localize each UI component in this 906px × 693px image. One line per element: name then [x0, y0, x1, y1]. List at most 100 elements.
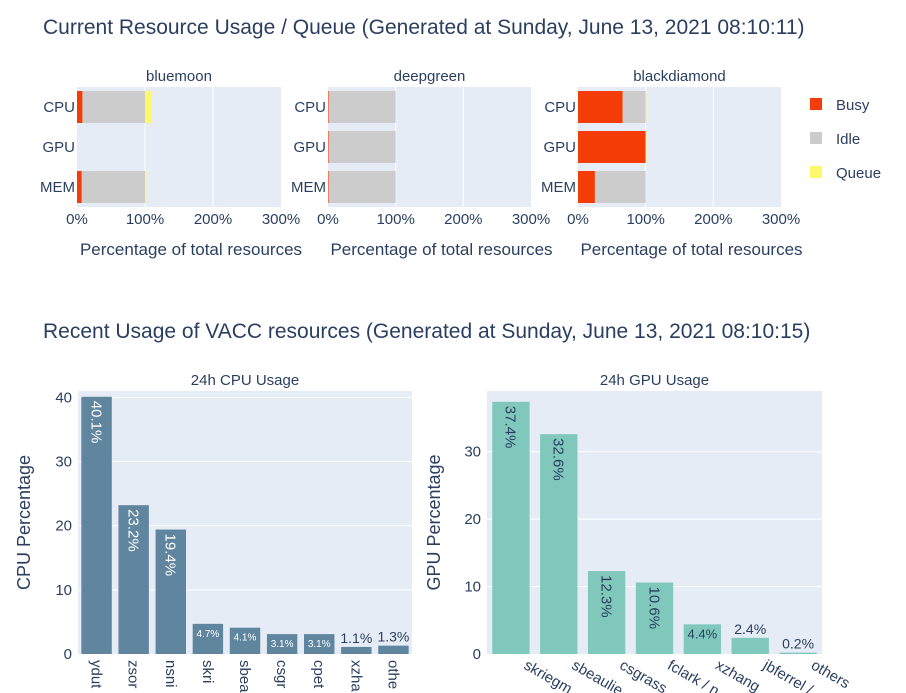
- bar-skriegm: [492, 401, 530, 654]
- x-tick-label: 0%: [317, 211, 339, 228]
- y-tick-label: 30: [55, 454, 72, 471]
- y-tick-label: 0: [64, 646, 72, 663]
- category-label: GPU: [543, 139, 576, 156]
- bar-sbea: [229, 627, 261, 654]
- data-label: 3.1%: [271, 639, 294, 650]
- x-tick-label: 100%: [376, 211, 414, 228]
- data-label: 4.1%: [234, 633, 257, 644]
- bar-csgrass: [587, 571, 626, 654]
- subplot-title: bluemoon: [146, 68, 212, 85]
- x-tick-label: 300%: [762, 211, 800, 228]
- y-tick-label: 20: [464, 511, 481, 528]
- subplot-title: 24h CPU Usage: [191, 372, 299, 389]
- bar-idle-mem: [328, 171, 396, 203]
- bar-idle-cpu: [622, 91, 646, 123]
- bar-fclark-n: [635, 582, 674, 654]
- bar-skri: [192, 623, 224, 654]
- bar-zsor: [118, 505, 149, 654]
- x-tick-label: 200%: [694, 211, 732, 228]
- data-label: 12.3%: [597, 575, 614, 618]
- bar-busy-gpu: [328, 131, 329, 163]
- data-label: 2.4%: [734, 621, 766, 637]
- x-tick-label: 300%: [262, 211, 300, 228]
- x-tick-label: fclark / n: [665, 657, 723, 693]
- resource-usage-title: Current Resource Usage / Queue (Generate…: [43, 16, 805, 39]
- category-label: MEM: [541, 179, 576, 196]
- x-tick-label: others: [808, 657, 853, 693]
- x-tick-label: 100%: [626, 211, 664, 228]
- subplot-title: deepgreen: [394, 68, 466, 85]
- bar-busy-mem: [328, 171, 329, 203]
- data-label: 3.1%: [308, 639, 331, 650]
- data-label: 10.6%: [645, 587, 662, 630]
- x-tick-label: 0%: [66, 211, 88, 228]
- bar-queue-gpu: [645, 131, 647, 163]
- bar-others: [779, 652, 817, 654]
- recent-usage-title: Recent Usage of VACC resources (Generate…: [43, 320, 811, 343]
- x-tick-label: cpet: [310, 660, 327, 689]
- category-label: GPU: [293, 139, 326, 156]
- category-label: CPU: [43, 99, 75, 116]
- y-tick-label: 0: [473, 646, 481, 663]
- y-tick-label: 30: [464, 444, 481, 461]
- x-tick-label: skri: [199, 660, 216, 683]
- data-label: 37.4%: [502, 406, 519, 449]
- legend-label-queue: Queue: [836, 165, 881, 182]
- data-label: 19.4%: [162, 534, 179, 577]
- bar-busy-cpu: [328, 91, 329, 123]
- legend-label-busy: Busy: [836, 97, 870, 114]
- bar-sbeaulie: [540, 434, 578, 654]
- bar-xzha: [341, 646, 372, 654]
- category-label: CPU: [294, 99, 326, 116]
- y-tick-label: 20: [55, 518, 72, 535]
- bar-queue-mem: [145, 171, 147, 203]
- x-tick-label: 100%: [126, 211, 164, 228]
- bar-idle-cpu: [82, 91, 145, 123]
- bar-busy-mem: [77, 171, 82, 203]
- category-label: MEM: [40, 179, 75, 196]
- y-axis-label: GPU Percentage: [424, 454, 444, 590]
- legend-swatch-busy: [810, 98, 822, 110]
- x-tick-label: ydut: [88, 660, 105, 689]
- bar-idle-mem: [81, 171, 145, 203]
- bar-jbferrel-: [731, 637, 769, 654]
- bar-idle-mem: [594, 171, 646, 203]
- data-label: 0.2%: [782, 636, 814, 652]
- bar-ydut: [81, 396, 112, 654]
- y-tick-label: 40: [55, 389, 72, 406]
- x-tick-label: 200%: [444, 211, 482, 228]
- data-label: 1.1%: [340, 630, 372, 646]
- x-tick-label: skriegm: [521, 657, 575, 693]
- legend-label-idle: Idle: [836, 131, 860, 148]
- legend-swatch-idle: [810, 132, 822, 144]
- bar-idle-cpu: [328, 91, 396, 123]
- subplot-title: blackdiamond: [633, 68, 726, 85]
- x-axis-label: Percentage of total resources: [580, 240, 802, 259]
- x-axis-label: Percentage of total resources: [330, 240, 552, 259]
- bar-othe: [378, 645, 409, 654]
- bar-queue-cpu: [645, 91, 647, 123]
- data-label: 4.7%: [196, 629, 219, 640]
- bar-queue-cpu: [145, 91, 152, 123]
- bar-idle-gpu: [328, 131, 396, 163]
- x-tick-label: zsor: [125, 660, 142, 688]
- data-label: 32.6%: [550, 438, 567, 481]
- bar-nsni: [155, 529, 186, 654]
- legend-swatch-queue: [810, 166, 822, 178]
- category-label: GPU: [42, 139, 75, 156]
- x-tick-label: 0%: [567, 211, 589, 228]
- bar-busy-gpu: [578, 131, 646, 163]
- y-tick-label: 10: [55, 582, 72, 599]
- x-tick-label: sbeaulie: [569, 657, 626, 693]
- x-tick-label: sbea: [236, 660, 253, 693]
- x-tick-label: xzha: [347, 660, 364, 692]
- x-tick-label: csgrass: [617, 657, 670, 693]
- bar-cpet: [304, 634, 335, 654]
- x-tick-label: csgr: [273, 660, 290, 688]
- data-label: 40.1%: [87, 401, 104, 444]
- category-label: MEM: [291, 179, 326, 196]
- bar-busy-cpu: [578, 91, 623, 123]
- category-label: CPU: [544, 99, 576, 116]
- x-tick-label: othe: [384, 660, 401, 689]
